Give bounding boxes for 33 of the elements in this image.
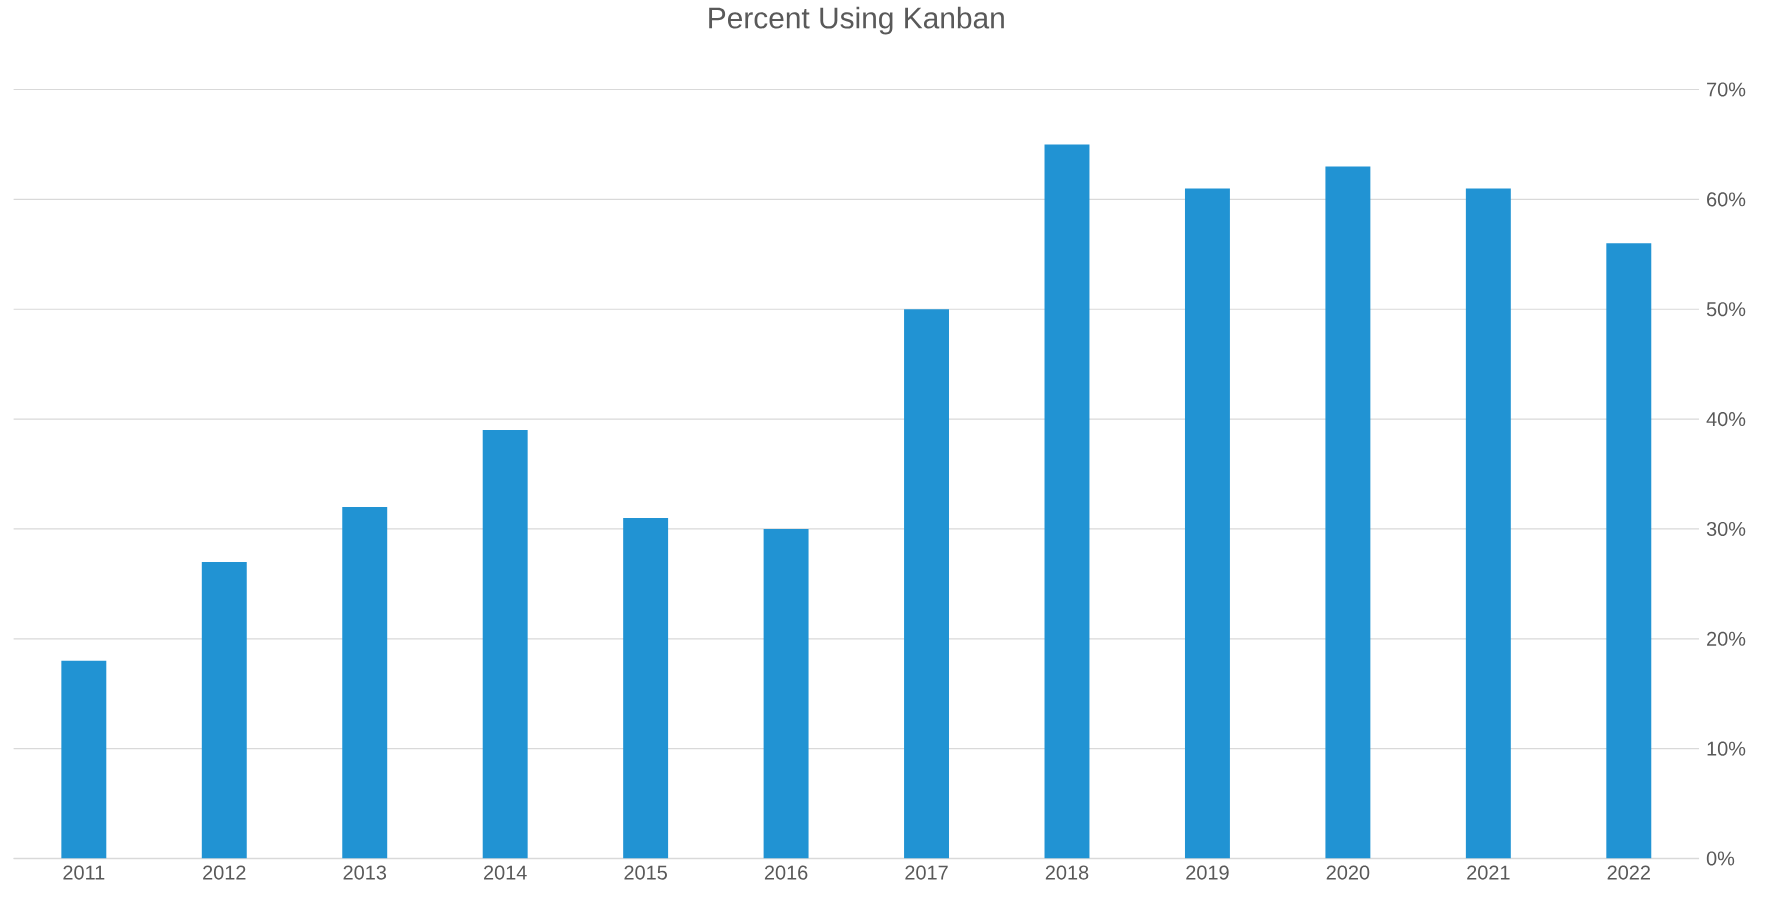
bar bbox=[482, 429, 528, 859]
bar bbox=[1606, 243, 1652, 859]
bar bbox=[1325, 166, 1371, 859]
x-tick-label: 2011 bbox=[63, 865, 105, 880]
x-tick-label: 2022 bbox=[1607, 865, 1650, 880]
y-tick-label: 30% bbox=[1706, 521, 1746, 536]
x-tick-label: 2017 bbox=[905, 865, 948, 880]
bar bbox=[1184, 188, 1230, 859]
y-tick-label: 70% bbox=[1707, 82, 1746, 97]
bar bbox=[61, 660, 107, 859]
y-tick-label: 50% bbox=[1706, 301, 1746, 317]
bar bbox=[1465, 188, 1511, 859]
x-tick-label: 2016 bbox=[764, 865, 808, 880]
x-tick-label: 2018 bbox=[1045, 865, 1089, 880]
x-tick-label: 2015 bbox=[624, 865, 667, 880]
bar bbox=[1044, 144, 1090, 859]
bar bbox=[623, 517, 669, 859]
bar bbox=[201, 561, 247, 859]
chart-title: Percent Using Kanban bbox=[709, 6, 1004, 35]
bar bbox=[763, 528, 809, 859]
y-tick-label: 0% bbox=[1706, 851, 1735, 866]
y-tick-label: 60% bbox=[1707, 192, 1746, 207]
bar bbox=[904, 308, 950, 859]
x-tick-label: 2012 bbox=[203, 865, 246, 880]
y-tick-label: 20% bbox=[1707, 631, 1746, 646]
x-tick-label: 2019 bbox=[1186, 865, 1229, 880]
x-tick-label: 2013 bbox=[343, 865, 387, 880]
x-tick-label: 2014 bbox=[484, 865, 527, 880]
y-tick-label: 10% bbox=[1707, 741, 1746, 756]
bar bbox=[342, 506, 388, 859]
x-tick-label: 2021 bbox=[1467, 865, 1510, 880]
x-tick-label: 2020 bbox=[1326, 865, 1370, 880]
y-tick-label: 40% bbox=[1706, 411, 1746, 426]
